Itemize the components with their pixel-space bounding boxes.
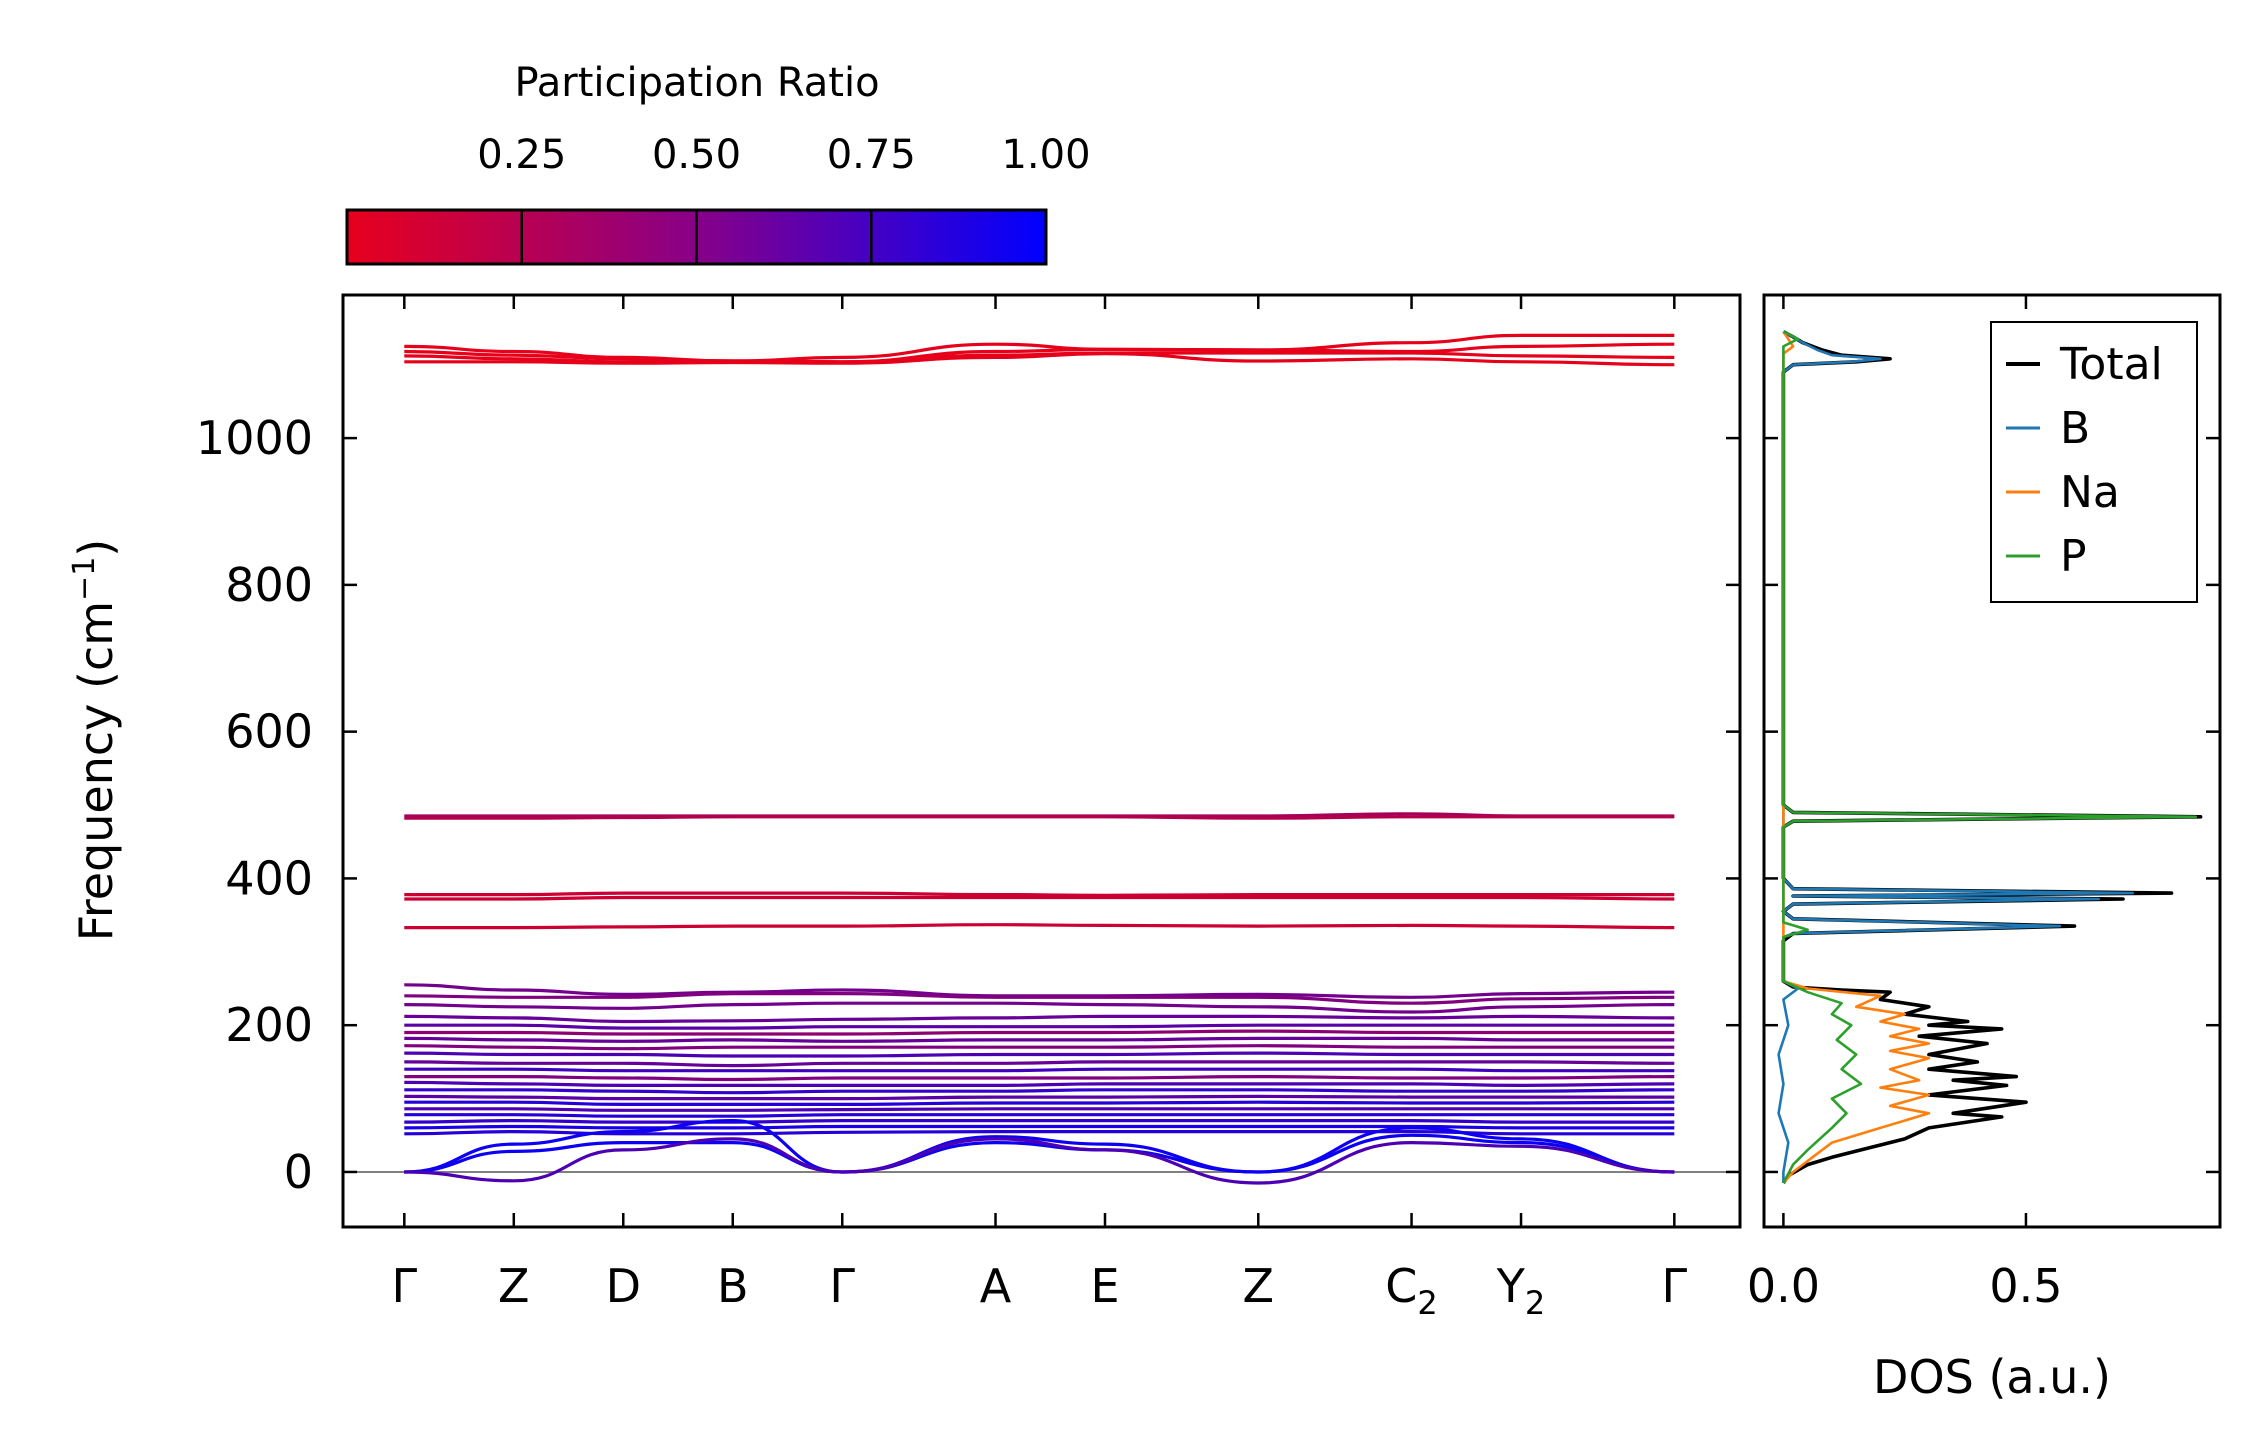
high-symmetry-label: Z <box>498 1259 530 1313</box>
band-y-ticks: 0 200 400 600 800 1000 <box>196 411 1740 1199</box>
dos-x-ticks: 0.0 0.5 <box>1747 295 2063 1313</box>
low-band-1 <box>404 991 1675 1005</box>
low-band-16 <box>404 1107 1675 1112</box>
legend-label-total: Total <box>2059 339 2163 390</box>
high-band-1 <box>404 342 1675 364</box>
low-band-7 <box>404 1044 1675 1051</box>
high-symmetry-label: B <box>717 1259 749 1313</box>
high-symmetry-label: Γ <box>1661 1259 1687 1313</box>
mid-band-1 <box>404 815 1675 820</box>
low-band-18 <box>404 1118 1675 1124</box>
dos-x-tick-label: 0.5 <box>1989 1259 2062 1313</box>
legend-label-b: B <box>2060 403 2090 454</box>
y-tick-label: 800 <box>225 558 313 612</box>
acoustic-band-0 <box>404 1118 1675 1174</box>
legend-label-na: Na <box>2060 467 2120 518</box>
low-band-3 <box>404 1014 1675 1024</box>
legend: Total B Na P <box>1990 321 2198 603</box>
colorbar-tick-label: 0.75 <box>827 132 916 178</box>
low-band-9 <box>404 1060 1675 1068</box>
phonon-bands <box>404 333 1675 1185</box>
y-tick-label: 0 <box>284 1145 313 1199</box>
dos-y-ticks <box>1764 436 2220 1174</box>
low-band-13 <box>404 1088 1675 1095</box>
legend-frame <box>1990 321 2198 603</box>
high-symmetry-label: Γ <box>391 1259 417 1313</box>
mid-band-4 <box>404 923 1675 930</box>
y-axis-label: Frequency (cm−1) <box>67 539 123 942</box>
low-band-5 <box>404 1029 1675 1036</box>
y-tick-label: 200 <box>225 998 313 1052</box>
low-band-12 <box>404 1080 1675 1088</box>
dos-curves <box>1777 330 2203 1184</box>
low-band-4 <box>404 1023 1675 1030</box>
low-band-2 <box>404 1001 1675 1014</box>
colorbar-tick-label: 1.00 <box>1001 132 1090 178</box>
band-structure-panel: 0 200 400 600 800 1000 Γ Z D B Γ A E Z C2 Y2 Γ Frequenc… <box>67 293 1742 1322</box>
colorbar-tick-label: 0.25 <box>477 132 566 178</box>
y-tick-label: 1000 <box>196 411 313 465</box>
high-symmetry-label: A <box>980 1259 1012 1313</box>
dos-axes-frame <box>1762 293 2222 1229</box>
dos-series-p <box>1782 330 2197 1184</box>
colorbar-ticks: 0.25 0.50 0.75 1.00 <box>477 132 1091 264</box>
band-axes-frame <box>341 293 1742 1229</box>
low-band-6 <box>404 1036 1675 1043</box>
colorbar-tick-label: 0.50 <box>652 132 741 178</box>
high-symmetry-label: Γ <box>829 1259 855 1313</box>
dos-panel: 0.0 0.5 DOS (a.u.) Total B Na P <box>1747 293 2222 1404</box>
low-band-14 <box>404 1094 1675 1101</box>
high-symmetry-label: D <box>606 1259 641 1313</box>
high-band-3 <box>404 352 1675 367</box>
colorbar-title: Participation Ratio <box>514 60 879 106</box>
high-symmetry-label: C2 <box>1385 1259 1437 1322</box>
legend-label-p: P <box>2060 531 2087 582</box>
dos-x-axis-label: DOS (a.u.) <box>1873 1350 2111 1404</box>
y-tick-label: 400 <box>225 851 313 905</box>
dos-x-tick-label: 0.0 <box>1747 1259 1820 1313</box>
low-band-0 <box>404 983 1675 999</box>
band-x-ticks: Γ Z D B Γ A E Z C2 Y2 Γ <box>391 295 1687 1322</box>
low-band-17 <box>404 1113 1675 1118</box>
mid-band-2 <box>404 891 1675 897</box>
low-band-8 <box>404 1051 1675 1058</box>
high-symmetry-label: E <box>1090 1259 1119 1313</box>
low-band-19 <box>404 1124 1675 1130</box>
high-symmetry-label: Z <box>1243 1259 1275 1313</box>
low-band-15 <box>404 1100 1675 1106</box>
low-band-11 <box>404 1074 1675 1082</box>
colorbar: Participation Ratio 0.25 0.50 0.75 1.00 <box>345 60 1091 266</box>
low-band-10 <box>404 1067 1675 1073</box>
acoustic-band-1 <box>404 1133 1675 1174</box>
acoustic-band-2 <box>404 1137 1675 1185</box>
y-tick-label: 600 <box>225 705 313 759</box>
mid-band-3 <box>404 895 1675 901</box>
high-symmetry-label: Y2 <box>1496 1259 1545 1322</box>
